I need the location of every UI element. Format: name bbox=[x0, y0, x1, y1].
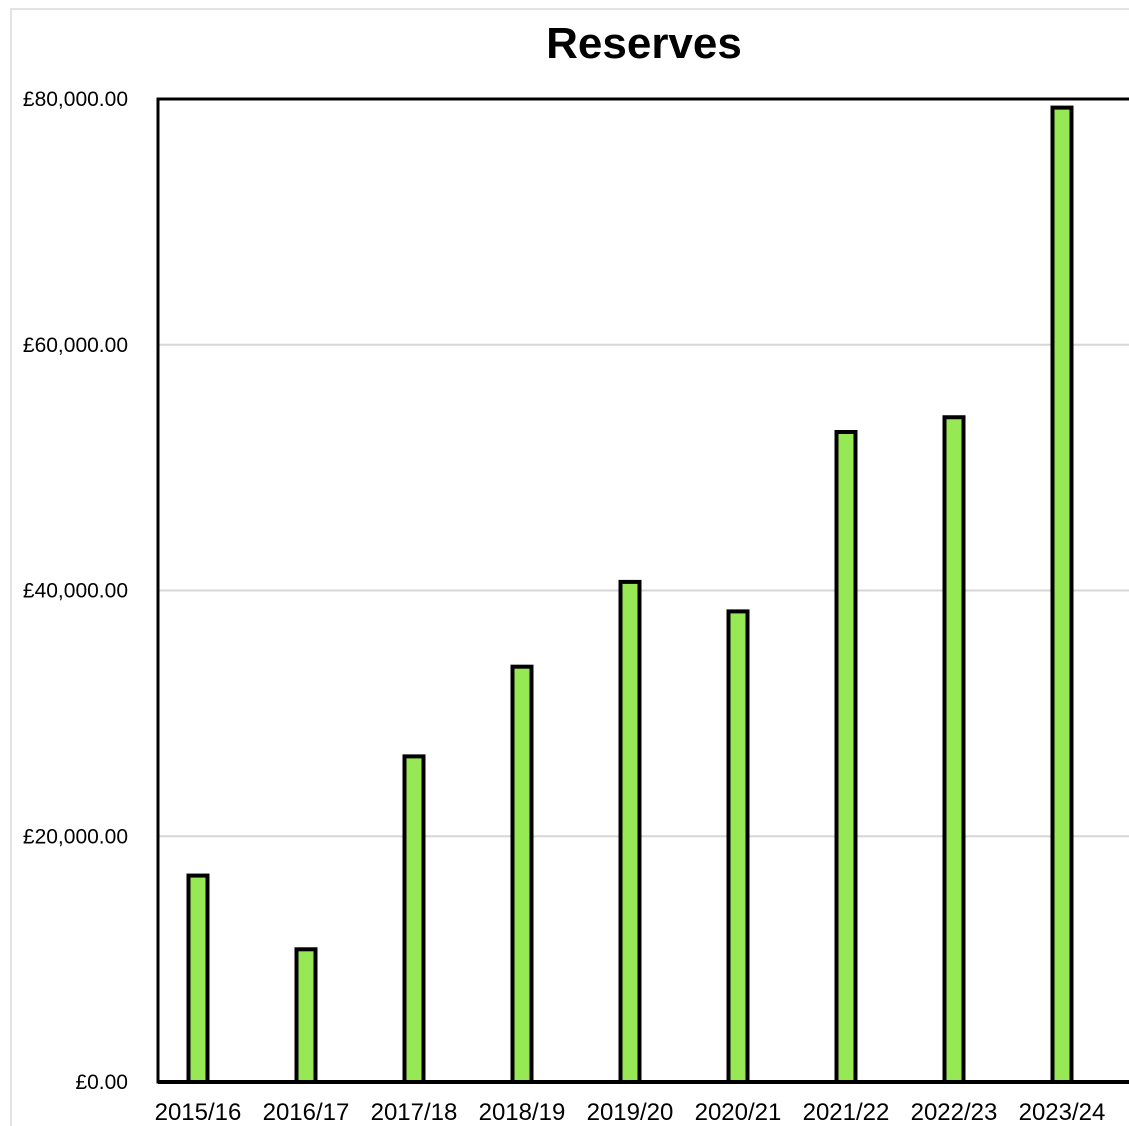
chart-title: Reserves bbox=[546, 19, 742, 68]
x-tick-label: 2020/21 bbox=[695, 1099, 782, 1126]
x-tick-label: 2021/22 bbox=[803, 1099, 890, 1126]
y-tick-labels: £0.00 £20,000.00 £40,000.00 £60,000.00 £80,0… bbox=[23, 88, 128, 1094]
bar-2019-20 bbox=[618, 579, 642, 1084]
bars bbox=[186, 105, 1074, 1084]
y-tick-label: £60,000.00 bbox=[23, 334, 128, 357]
bar-2015-16 bbox=[186, 873, 210, 1084]
x-tick-label: 2018/19 bbox=[479, 1099, 566, 1126]
bar-2020-21 bbox=[726, 609, 750, 1084]
x-tick-label: 2016/17 bbox=[263, 1099, 350, 1126]
bar-2023-24 bbox=[1050, 105, 1074, 1084]
bar-2016-17 bbox=[294, 947, 318, 1084]
bar-2022-23 bbox=[942, 415, 966, 1084]
x-tick-labels: 2015/16 2016/17 2017/18 2018/19 2019/20 2020/… bbox=[155, 1099, 1106, 1126]
grid-lines bbox=[158, 343, 1129, 838]
x-tick-label: 2019/20 bbox=[587, 1099, 674, 1126]
bar-2017-18 bbox=[402, 754, 426, 1084]
chart-frame bbox=[10, 8, 1129, 1126]
x-tick-label: 2022/23 bbox=[911, 1099, 998, 1126]
axes bbox=[156, 97, 1129, 1084]
bar-2018-19 bbox=[510, 664, 534, 1084]
y-tick-label: £40,000.00 bbox=[23, 580, 128, 603]
x-tick-label: 2023/24 bbox=[1019, 1099, 1106, 1126]
x-tick-label: 2015/16 bbox=[155, 1099, 242, 1126]
x-tick-label: 2017/18 bbox=[371, 1099, 458, 1126]
y-tick-label: £20,000.00 bbox=[23, 825, 128, 848]
y-tick-label: £0.00 bbox=[75, 1071, 128, 1094]
y-tick-label: £80,000.00 bbox=[23, 88, 128, 111]
bar-2021-22 bbox=[834, 429, 858, 1084]
